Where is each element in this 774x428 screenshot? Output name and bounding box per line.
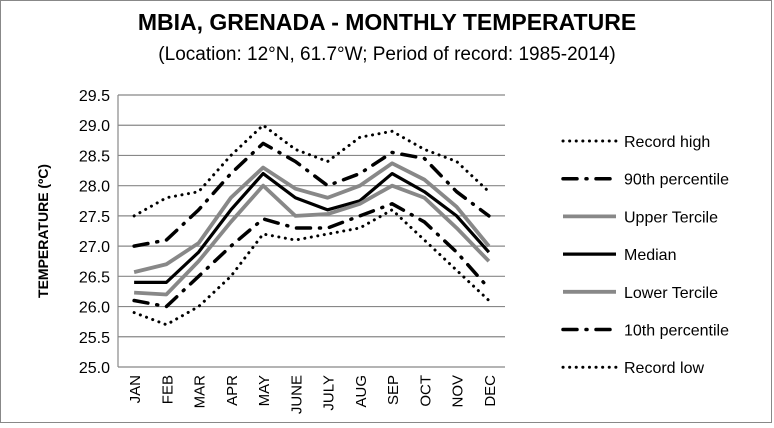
chart-subtitle: (Location: 12°N, 61.7°W; Period of recor… [158,44,615,65]
x-tick-label: APR [224,375,241,406]
y-tick-label: 26.0 [79,300,110,317]
series-line-90th-percentile [132,141,491,248]
x-tick-label: AUG [353,375,370,408]
y-tick-label: 26.5 [79,269,110,286]
series-lines [132,123,491,327]
series-line-record-low [132,208,491,327]
legend-label-lower-tercile: Lower Tercile [624,285,718,302]
x-tick-label: DEC [482,375,499,407]
y-tick-label: 28.5 [79,148,110,165]
series-line-lower-tercile [134,183,491,297]
x-tick-label: NOV [450,375,467,408]
y-tick-labels: 25.0 25.5 26.0 26.5 27.0 27.5 28.0 28.5 29.0 29.5 [79,88,110,377]
y-tick-label: 27.5 [79,209,110,226]
legend-label-record-high: Record high [624,134,710,151]
legend-label-90th-percentile: 90th percentile [624,172,729,189]
series-line-upper-tercile [133,161,491,274]
y-tick-label: 29.0 [79,118,110,135]
legend: Record high 90th percentile Upper Tercile M… [561,134,729,377]
y-tick-label: 28.0 [79,179,110,196]
legend-label-upper-tercile: Upper Tercile [624,209,718,226]
gridlines [117,94,505,368]
y-tick-label: 25.0 [79,360,110,377]
series-line-median [134,171,491,284]
x-tick-label: MAY [256,375,273,406]
y-tick-label: 27.0 [79,239,110,256]
chart-title: MBIA, GRENADA - MONTHLY TEMPERATURE [138,9,636,35]
y-tick-label: 25.5 [79,330,110,347]
legend-label-median: Median [624,247,676,264]
x-tick-labels: JAN FEB MAR APR MAY JUNE JULY AUG SEP OCT NOV DEC [127,375,499,414]
series-line-10th-percentile [132,202,491,309]
x-tick-label: JAN [127,375,144,403]
x-tick-label: JUNE [288,375,305,414]
y-tick-label: 29.5 [79,88,110,105]
y-axis-label: TEMPERATURE (ºC) [35,164,51,298]
legend-label-record-low: Record low [624,360,704,377]
x-tick-label: OCT [417,375,434,407]
legend-label-10th-percentile: 10th percentile [624,323,729,340]
x-tick-label: JULY [321,375,338,411]
x-tick-label: MAR [192,375,209,409]
x-tick-label: SEP [385,375,402,405]
x-tick-label: FEB [159,375,176,404]
